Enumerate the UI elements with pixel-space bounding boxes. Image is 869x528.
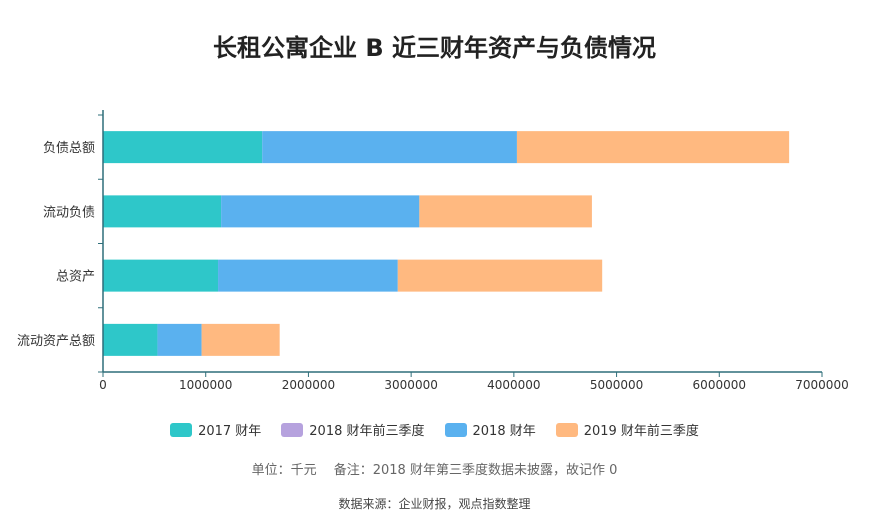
x-tick-label: 7000000 (795, 378, 848, 392)
y-tick-label: 流动资产总额 (17, 334, 95, 349)
x-tick-label: 5000000 (590, 378, 643, 392)
legend-label-2018-q3: 2018 财年前三季度 (309, 424, 425, 439)
legend-label-2018: 2018 财年 (472, 424, 536, 439)
legend-swatch-2018-q3 (281, 422, 304, 437)
bar-segment (201, 323, 280, 356)
bar-segment (103, 131, 263, 164)
bar-segment (218, 259, 398, 292)
bar-segment (103, 259, 219, 292)
bar-segment (157, 323, 202, 356)
x-tick-label: 1000000 (179, 378, 232, 392)
x-tick-label: 0 (99, 378, 107, 392)
legend-item-2017[interactable]: 2017 财年 (170, 420, 261, 439)
legend-item-2018-q3[interactable]: 2018 财年前三季度 (281, 420, 425, 439)
x-tick-label: 4000000 (487, 378, 540, 392)
y-tick-label: 负债总额 (43, 141, 95, 156)
chart-title: 长租公寓企业 B 近三财年资产与负债情况 (212, 34, 656, 62)
legend-item-2019-q3[interactable]: 2019 财年前三季度 (555, 420, 699, 439)
bar-segment (221, 195, 420, 228)
bar-segment (516, 131, 790, 164)
bar-segment (103, 323, 158, 356)
legend-swatch-2017 (170, 422, 193, 437)
y-tick-label: 流动负债 (43, 205, 95, 220)
bar-segment (262, 131, 517, 164)
legend-swatch-2018 (444, 422, 467, 437)
x-tick-label: 2000000 (282, 378, 335, 392)
legend-label-2017: 2017 财年 (198, 424, 262, 439)
y-tick-label: 总资产 (56, 270, 95, 285)
x-tick-label: 6000000 (693, 378, 746, 392)
legend-swatch-2019-q3 (555, 422, 578, 437)
x-tick-label: 3000000 (384, 378, 437, 392)
bar-segment (103, 195, 222, 228)
legend: 2017 财年 2018 财年前三季度 2018 财年 2019 财年前三季度 (0, 420, 869, 439)
legend-label-2019-q3: 2019 财年前三季度 (583, 424, 699, 439)
bar-segment (419, 195, 592, 228)
legend-item-2018[interactable]: 2018 财年 (444, 420, 536, 439)
bar-segment (397, 259, 603, 292)
unit-note: 单位：千元 备注：2018 财年第三季度数据未披露，故记作 0 (251, 463, 618, 478)
source-note: 数据来源：企业财报，观点指数整理 (338, 497, 531, 511)
